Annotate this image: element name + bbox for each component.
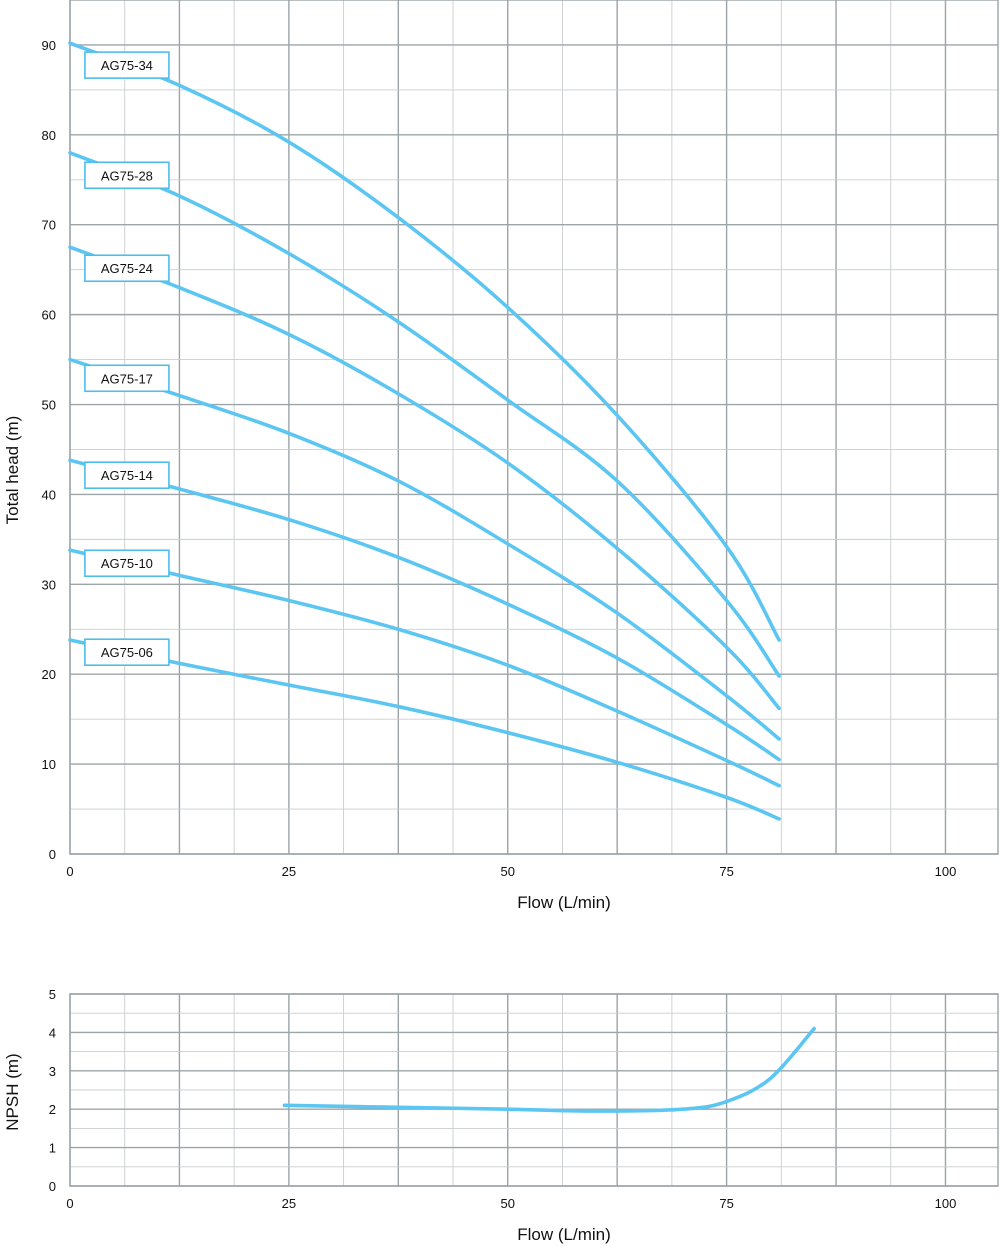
model-label-box xyxy=(84,51,170,79)
model-label-ag75-28: AG75-28 xyxy=(84,161,170,190)
series-line-ag75-28 xyxy=(68,151,781,678)
plot-frame xyxy=(69,993,999,1187)
npsh-chart-ticks: 0 25 50 75 100 0 1 2 3 4 5 xyxy=(49,987,957,1211)
series-line-ag75-10 xyxy=(68,548,781,788)
head-chart-ticks: 0 25 50 75 100 0 10 20 30 40 50 60 70 80 90 xyxy=(42,38,957,879)
model-label-text: AG75-10 xyxy=(101,556,153,571)
model-label-text: AG75-17 xyxy=(101,371,153,386)
model-label-text: AG75-28 xyxy=(101,168,153,183)
model-label-ag75-34: AG75-34 xyxy=(84,51,170,79)
npsh-x-axis-label: Flow (L/min) xyxy=(517,1225,611,1244)
series-line-ag75-34 xyxy=(68,41,781,642)
y-tick-label: 50 xyxy=(42,398,56,413)
model-label-text: AG75-06 xyxy=(101,645,153,660)
model-label-ag75-10: AG75-10 xyxy=(84,549,170,578)
npsh-chart-grid xyxy=(69,993,999,1187)
model-label-ag75-14: AG75-14 xyxy=(84,461,170,490)
y-tick-label: 0 xyxy=(49,847,56,862)
x-tick-label: 50 xyxy=(501,1196,515,1211)
x-tick-label: 25 xyxy=(282,1196,296,1211)
model-label-box xyxy=(84,549,170,578)
x-tick-label: 75 xyxy=(719,864,733,879)
model-label-box xyxy=(84,161,170,190)
x-tick-label: 50 xyxy=(501,864,515,879)
model-label-box xyxy=(84,254,170,283)
x-tick-label: 100 xyxy=(935,1196,957,1211)
series-line-ag75-17 xyxy=(68,357,781,741)
y-tick-label: 0 xyxy=(49,1179,56,1194)
head-chart-model-labels: AG75-34 AG75-28 AG75-24 AG75-17 AG75-14 AG75-… xyxy=(84,51,170,667)
head-x-axis-label: Flow (L/min) xyxy=(517,893,611,912)
y-tick-label: 30 xyxy=(42,577,56,592)
head-chart-curves xyxy=(68,41,781,821)
plot-frame xyxy=(69,0,999,855)
npsh-curve-chart: 0 25 50 75 100 0 1 2 3 4 5 Flow (L/min) NPSH (m) xyxy=(3,987,999,1244)
series-line-ag75-14 xyxy=(68,458,781,762)
y-tick-label: 3 xyxy=(49,1064,56,1079)
x-tick-label: 100 xyxy=(935,864,957,879)
y-tick-label: 5 xyxy=(49,987,56,1002)
series-line-npsh xyxy=(282,1026,816,1113)
y-tick-label: 4 xyxy=(49,1025,56,1040)
model-label-ag75-06: AG75-06 xyxy=(84,638,170,667)
model-label-text: AG75-24 xyxy=(101,261,153,276)
series-line-ag75-24 xyxy=(68,245,781,711)
x-tick-label: 0 xyxy=(66,1196,73,1211)
y-tick-label: 70 xyxy=(42,218,56,233)
model-label-text: AG75-14 xyxy=(101,468,153,483)
series-line-ag75-06 xyxy=(68,638,781,821)
y-tick-label: 40 xyxy=(42,487,56,502)
y-tick-label: 10 xyxy=(42,757,56,772)
npsh-chart-curves xyxy=(282,1026,816,1113)
x-tick-label: 0 xyxy=(66,864,73,879)
model-label-box xyxy=(84,364,170,393)
y-tick-label: 60 xyxy=(42,308,56,323)
x-tick-label: 25 xyxy=(282,864,296,879)
x-tick-label: 75 xyxy=(719,1196,733,1211)
model-label-ag75-24: AG75-24 xyxy=(84,254,170,283)
npsh-y-axis-label: NPSH (m) xyxy=(3,1053,22,1130)
y-tick-label: 90 xyxy=(42,38,56,53)
head-curve-chart: AG75-34 AG75-28 AG75-24 AG75-17 AG75-14 AG75-… xyxy=(3,0,999,912)
y-tick-label: 2 xyxy=(49,1102,56,1117)
y-tick-label: 80 xyxy=(42,128,56,143)
y-tick-label: 20 xyxy=(42,667,56,682)
model-label-box xyxy=(84,638,170,667)
head-chart-grid xyxy=(69,0,999,855)
model-label-text: AG75-34 xyxy=(101,58,153,73)
head-y-axis-label: Total head (m) xyxy=(3,416,22,525)
y-tick-label: 1 xyxy=(49,1141,56,1156)
model-label-box xyxy=(84,461,170,490)
model-label-ag75-17: AG75-17 xyxy=(84,364,170,393)
